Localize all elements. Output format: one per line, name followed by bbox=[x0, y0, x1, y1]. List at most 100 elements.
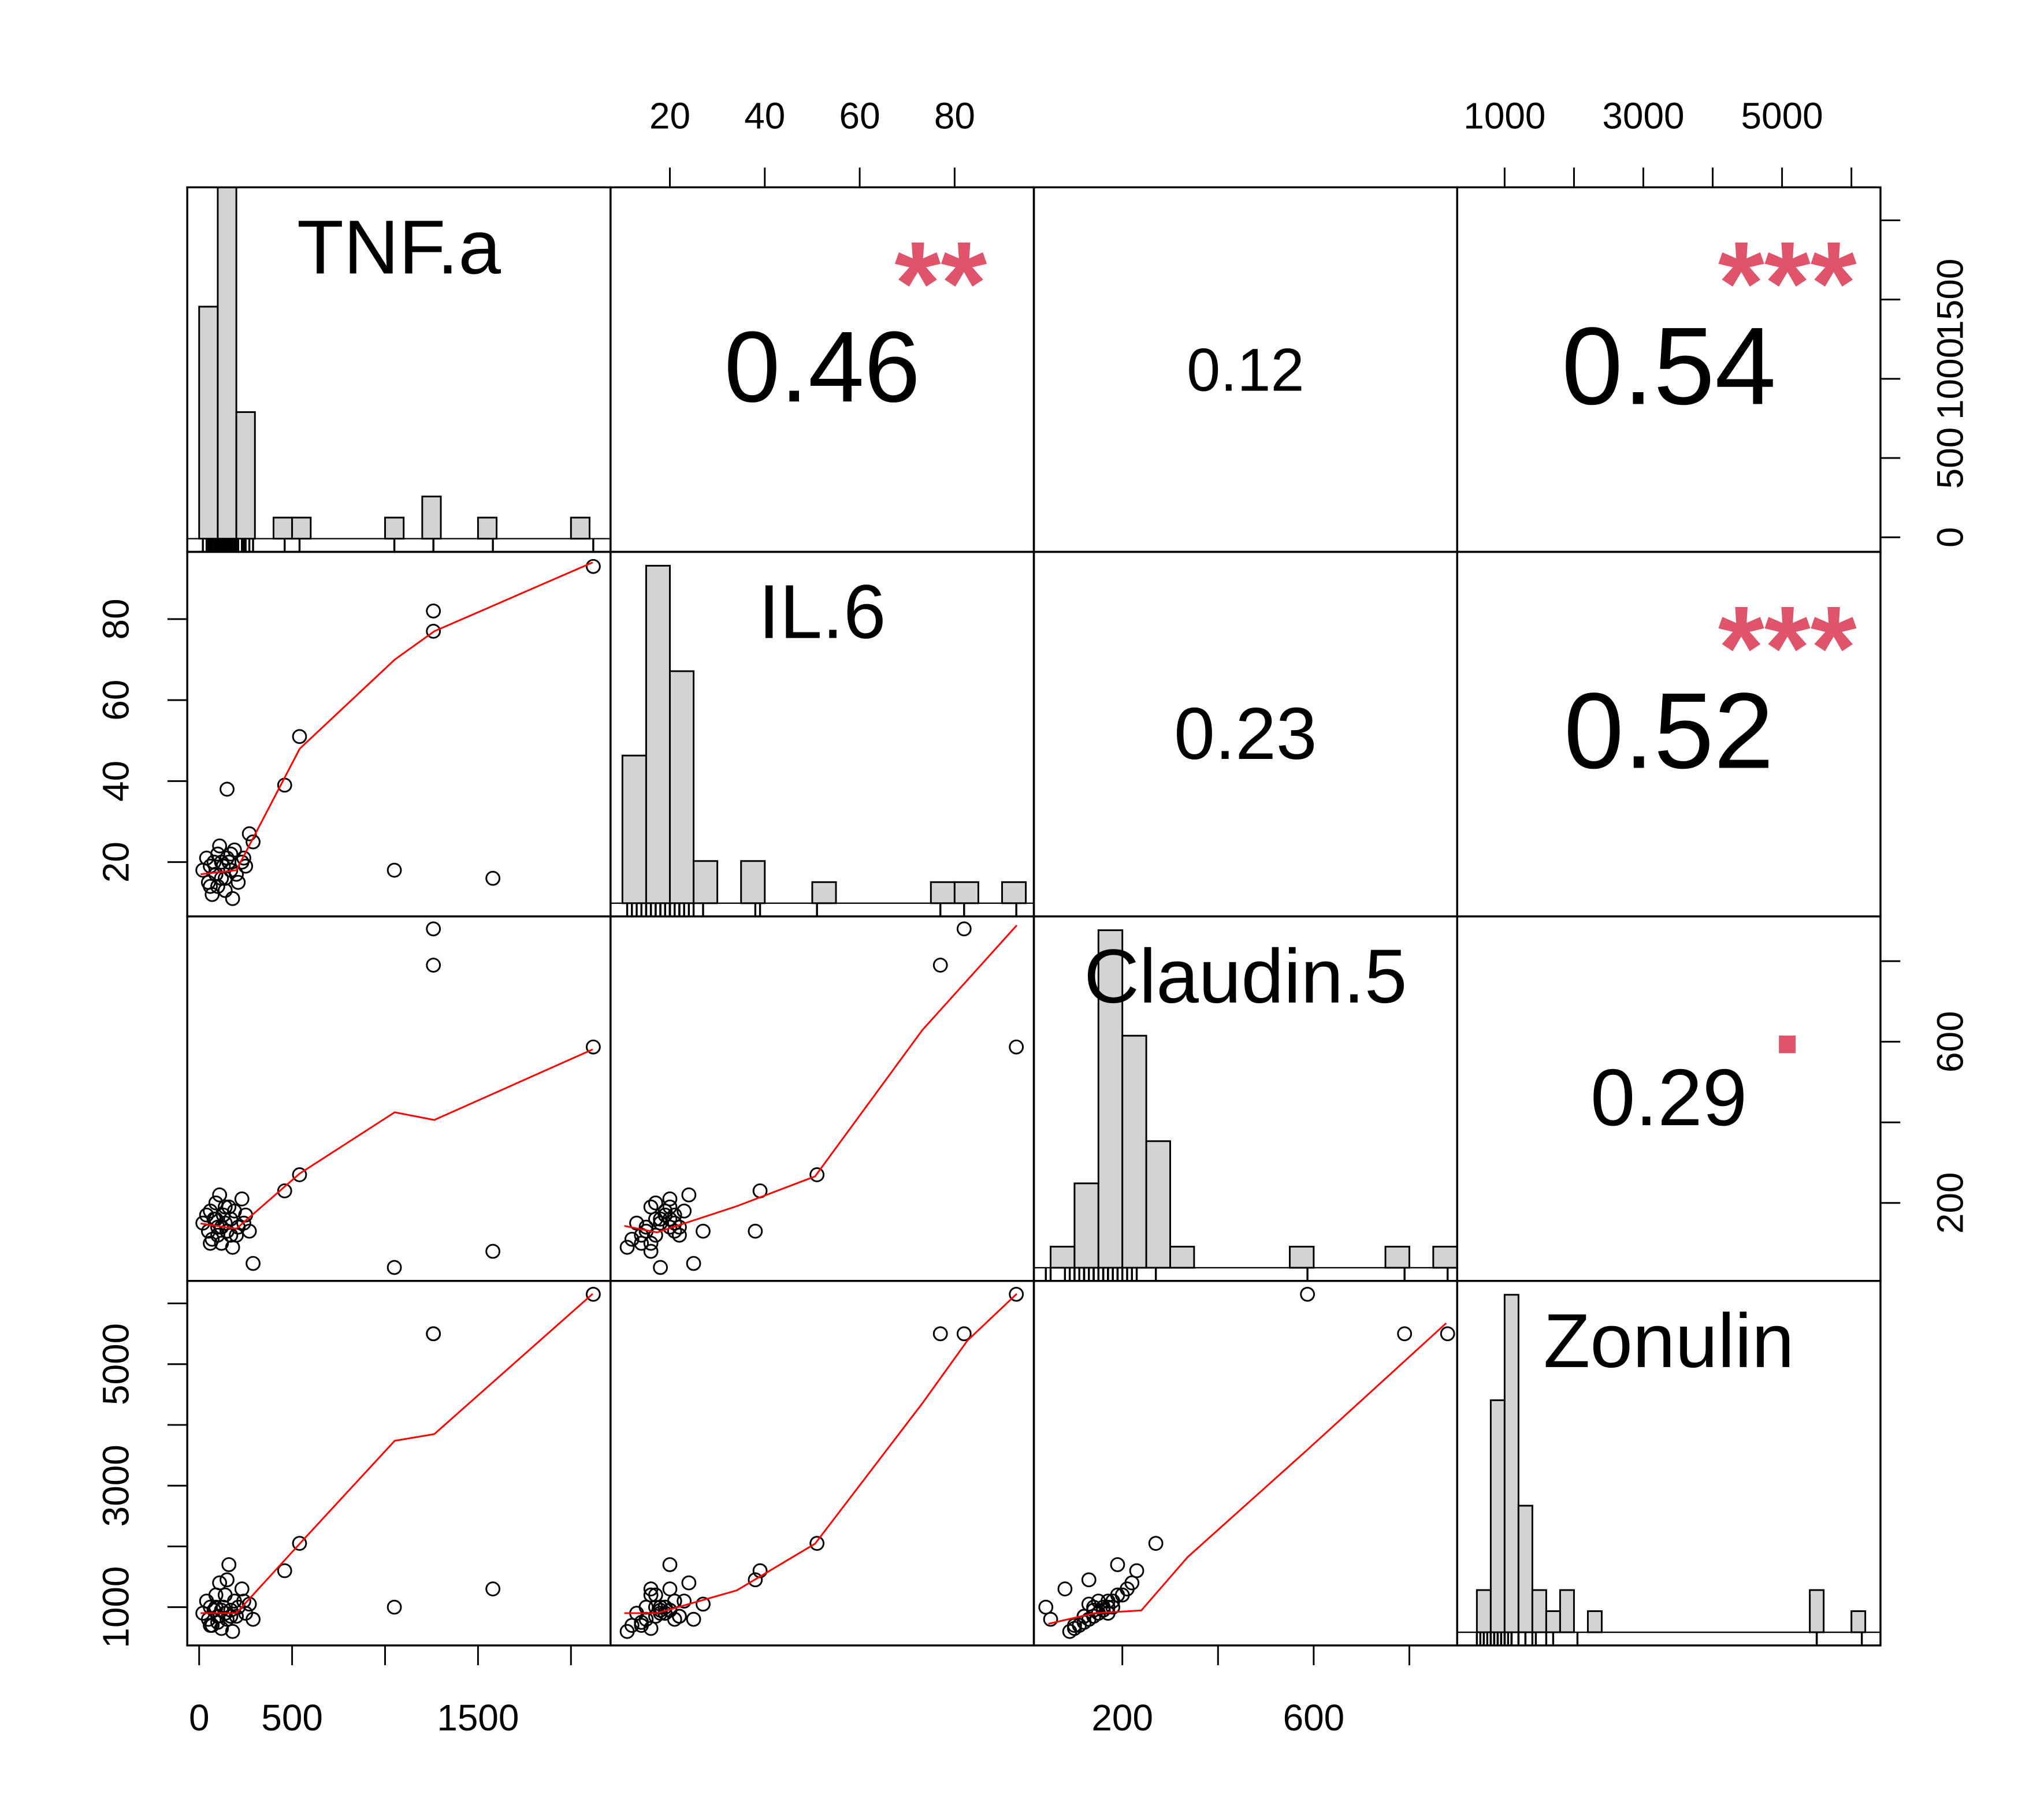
point bbox=[686, 1611, 701, 1627]
hist-bar bbox=[1545, 1610, 1561, 1633]
point bbox=[1009, 1039, 1024, 1055]
hist-bar bbox=[1476, 1589, 1492, 1633]
point bbox=[217, 1199, 233, 1215]
point bbox=[1091, 1594, 1106, 1609]
point bbox=[634, 1618, 649, 1633]
point bbox=[643, 1235, 659, 1251]
significance-stars: *** bbox=[1718, 581, 1857, 714]
panel bbox=[619, 1286, 1024, 1639]
point bbox=[619, 1239, 635, 1255]
hist-bar bbox=[693, 860, 719, 904]
point bbox=[225, 1624, 240, 1639]
hist-bar bbox=[740, 860, 766, 904]
point bbox=[662, 1219, 678, 1235]
point bbox=[686, 1256, 701, 1271]
panel bbox=[1038, 1286, 1455, 1639]
hist-bar bbox=[1489, 1399, 1506, 1633]
x-tick-label: 20 bbox=[649, 95, 690, 137]
point bbox=[648, 1587, 663, 1603]
hist-bar bbox=[570, 516, 590, 540]
x-tick-label: 0 bbox=[189, 1697, 210, 1738]
point bbox=[1397, 1326, 1413, 1342]
smooth-line bbox=[624, 1293, 1017, 1614]
correlation-value: 0.52 bbox=[1564, 671, 1774, 791]
variable-name: TNF.a bbox=[297, 204, 501, 290]
panel bbox=[1034, 929, 1458, 1281]
point bbox=[643, 1199, 659, 1215]
significance-stars: *** bbox=[1718, 217, 1857, 349]
hist-bar bbox=[235, 411, 256, 540]
point bbox=[1081, 1572, 1097, 1588]
hist-bar bbox=[384, 516, 405, 540]
significance-stars: ** bbox=[894, 217, 987, 349]
hist-bar bbox=[1517, 1505, 1533, 1633]
point bbox=[292, 1167, 307, 1182]
point bbox=[662, 1191, 678, 1207]
panel: . bbox=[1771, 945, 1804, 1078]
panel: *** bbox=[1718, 217, 1857, 349]
y-tick-label: 80 bbox=[95, 598, 136, 639]
point bbox=[386, 1599, 402, 1615]
y-tick-label: 1500 bbox=[1929, 259, 1971, 341]
hist-bar bbox=[1050, 1245, 1076, 1269]
point bbox=[226, 842, 242, 858]
smooth-line bbox=[624, 924, 1018, 1234]
point bbox=[681, 1187, 697, 1203]
point bbox=[1300, 1286, 1315, 1302]
hist-bar bbox=[291, 516, 312, 540]
y-tick-label: 1000 bbox=[1929, 338, 1971, 420]
point bbox=[653, 1211, 668, 1227]
x-tick-label: 40 bbox=[744, 95, 785, 137]
x-tick-label: 500 bbox=[261, 1697, 323, 1738]
point bbox=[956, 921, 972, 937]
point bbox=[234, 1191, 250, 1207]
smooth-line bbox=[200, 1293, 593, 1614]
point bbox=[1110, 1557, 1125, 1572]
panel bbox=[195, 559, 601, 906]
point bbox=[1440, 1326, 1455, 1342]
hist-bar bbox=[1559, 1589, 1575, 1633]
hist-bar bbox=[1531, 1589, 1547, 1633]
point bbox=[1043, 1611, 1058, 1627]
x-tick-label: 1500 bbox=[437, 1697, 519, 1738]
point bbox=[292, 729, 307, 744]
point bbox=[485, 1244, 501, 1259]
point bbox=[236, 1594, 251, 1609]
point bbox=[277, 1183, 292, 1198]
point bbox=[696, 1223, 711, 1239]
point bbox=[629, 1215, 644, 1231]
point bbox=[677, 1594, 692, 1609]
point bbox=[292, 1536, 307, 1551]
x-tick-label: 5000 bbox=[1741, 95, 1823, 137]
point bbox=[1057, 1581, 1073, 1596]
point bbox=[223, 1211, 239, 1227]
smooth-line bbox=[200, 561, 593, 876]
x-tick-label: 80 bbox=[934, 95, 975, 137]
point bbox=[212, 838, 228, 854]
point bbox=[426, 603, 441, 619]
point bbox=[214, 854, 229, 870]
y-tick-label: 1000 bbox=[95, 1566, 136, 1648]
correlation-value: 0.23 bbox=[1174, 693, 1317, 775]
hist-bar bbox=[1145, 1140, 1171, 1269]
hist-bar bbox=[1850, 1610, 1867, 1633]
point bbox=[809, 1167, 825, 1182]
panel: *** bbox=[1718, 581, 1857, 714]
point bbox=[220, 1572, 235, 1588]
point bbox=[586, 1286, 601, 1302]
point bbox=[648, 1227, 663, 1243]
point bbox=[386, 1260, 402, 1275]
y-tick-label: 500 bbox=[1929, 427, 1971, 489]
hist-bar bbox=[1121, 1034, 1147, 1269]
point bbox=[932, 1326, 948, 1342]
point bbox=[426, 921, 441, 937]
panel bbox=[1457, 1294, 1881, 1646]
variable-name: Claudin.5 bbox=[1084, 934, 1407, 1019]
point bbox=[643, 1244, 659, 1259]
point bbox=[236, 850, 251, 866]
point bbox=[1067, 1618, 1082, 1633]
point bbox=[485, 870, 501, 886]
correlation-value: 0.46 bbox=[724, 310, 920, 423]
